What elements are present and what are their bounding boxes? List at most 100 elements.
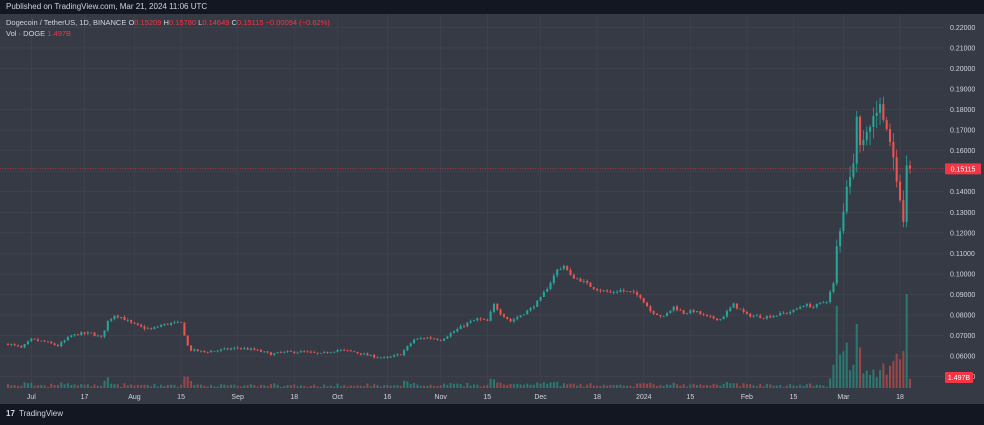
volume-bar <box>596 385 599 388</box>
candle-body <box>106 320 109 331</box>
candle-body <box>206 351 209 353</box>
volume-legend[interactable]: Vol · DOGE 1.497B <box>6 29 71 38</box>
candle-body <box>526 310 529 315</box>
volume-bar <box>379 386 382 388</box>
volume-bar <box>782 386 785 388</box>
candle-body <box>353 351 356 353</box>
volume-bar <box>902 350 905 388</box>
candle-body <box>705 314 708 317</box>
candle-body <box>393 355 396 357</box>
volume-bar <box>63 384 66 388</box>
volume-bar <box>23 382 26 388</box>
volume-bar <box>815 384 818 388</box>
volume-bar <box>809 383 812 388</box>
volume-bar <box>752 385 755 388</box>
volume-bar <box>93 384 96 388</box>
volume-bar <box>436 386 439 388</box>
candle-body <box>879 104 882 113</box>
tradingview-brand[interactable]: 17 TradingView <box>6 409 63 418</box>
candle-body <box>126 320 129 321</box>
volume-bar <box>532 384 535 388</box>
volume-bar <box>879 369 882 388</box>
candle-body <box>542 291 545 297</box>
volume-bar <box>755 386 758 388</box>
candle-body <box>745 311 748 314</box>
candle-body <box>83 332 86 334</box>
volume-bar <box>875 377 878 388</box>
candle-body <box>862 140 865 146</box>
volume-bar <box>819 384 822 388</box>
volume-bar <box>173 384 176 388</box>
candle-body <box>852 163 855 177</box>
candle-body <box>539 296 542 301</box>
x-tick-label: 2024 <box>636 394 652 401</box>
volume-bar <box>898 359 902 388</box>
candle-body <box>472 320 476 322</box>
candle-body <box>832 283 835 292</box>
candle-body <box>646 302 649 307</box>
candle-body <box>719 319 722 321</box>
time-axis[interactable] <box>0 390 944 404</box>
candle-body <box>898 181 902 201</box>
candle-body <box>66 337 69 341</box>
volume-bar <box>133 385 136 388</box>
volume-bar <box>885 374 888 388</box>
candle-body <box>469 321 472 323</box>
volume-bar <box>269 384 272 388</box>
volume-bar <box>120 386 123 388</box>
volume-bar <box>423 385 426 388</box>
candle-body <box>193 349 196 351</box>
candle-body <box>889 129 892 143</box>
candle-body <box>386 356 389 358</box>
volume-bar <box>729 383 732 388</box>
volume-bar <box>160 384 163 388</box>
candle-body <box>845 186 848 212</box>
volume-bar <box>506 384 509 388</box>
volume-bar <box>825 386 828 388</box>
candle-body <box>875 112 878 116</box>
price-axis[interactable] <box>944 14 984 390</box>
candle-body <box>546 288 549 292</box>
volume-bar <box>842 351 845 388</box>
candle-body <box>902 200 905 222</box>
volume-bar <box>592 385 595 388</box>
volume-bar <box>735 383 738 388</box>
volume-bar <box>336 383 339 388</box>
volume-bar <box>349 385 352 388</box>
candle-body <box>492 303 495 312</box>
candle-body <box>140 324 143 327</box>
candle-body <box>296 352 299 354</box>
candle-body <box>203 350 206 352</box>
candle-body <box>70 335 73 338</box>
ohlc-close-label: C <box>231 18 237 27</box>
volume-bar <box>905 294 908 388</box>
volume-bar <box>163 386 166 388</box>
candle-body <box>103 330 106 337</box>
volume-bar <box>396 385 399 388</box>
symbol-legend[interactable]: Dogecoin / TetherUS, 1D, BINANCE O0.1520… <box>6 18 330 27</box>
volume-bar <box>662 385 665 388</box>
candle-body <box>516 317 519 320</box>
volume-bar <box>795 386 798 388</box>
candle-body <box>609 291 612 293</box>
volume-bar <box>536 382 539 388</box>
volume-bar <box>712 383 715 388</box>
volume-label: Vol · DOGE <box>6 29 46 38</box>
volume-bar <box>180 384 183 388</box>
volume-bar <box>373 384 376 388</box>
volume-bar <box>203 385 206 388</box>
volume-bar <box>855 323 858 388</box>
candle-body <box>579 278 582 282</box>
candle-body <box>715 318 718 321</box>
candle-body <box>256 349 259 351</box>
candle-body <box>905 165 908 222</box>
volume-bar <box>656 385 659 388</box>
volume-bar <box>745 384 748 388</box>
volume-bar <box>429 384 432 388</box>
candle-body <box>13 344 16 346</box>
candle-body <box>749 313 752 317</box>
candle-body <box>812 306 815 308</box>
volume-bar <box>60 382 63 388</box>
candle-body <box>269 352 272 356</box>
